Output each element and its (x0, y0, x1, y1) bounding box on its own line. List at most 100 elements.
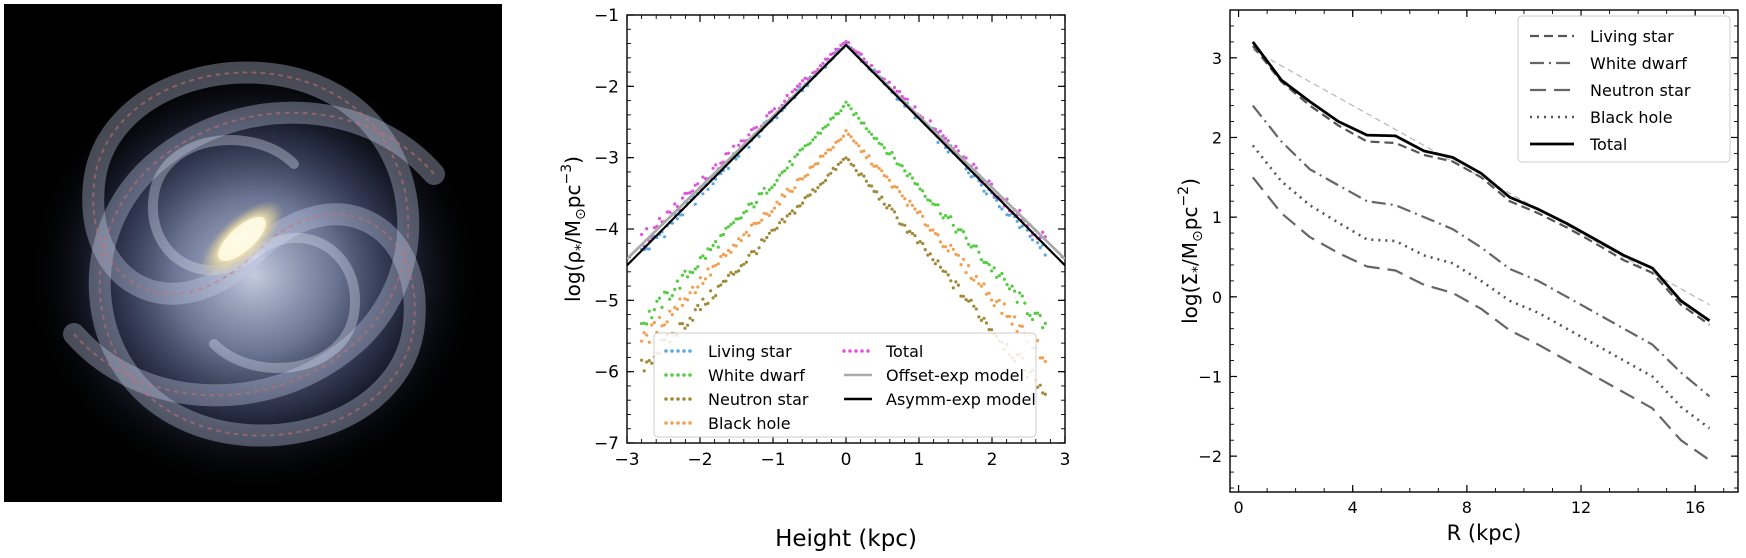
data-point (757, 221, 761, 225)
data-point (795, 204, 800, 209)
legend-marker (670, 421, 674, 425)
x-axis-label: Height (kpc) (775, 526, 917, 552)
data-point (1043, 392, 1047, 396)
data-point (813, 189, 817, 193)
data-point (1010, 284, 1014, 288)
data-point (931, 202, 935, 206)
data-point (696, 182, 700, 186)
y-tick-label: −5 (594, 291, 619, 311)
data-point (870, 184, 874, 188)
data-point (647, 247, 651, 251)
legend-label: Neutron star (708, 390, 809, 409)
data-point (801, 147, 805, 151)
data-point (795, 152, 800, 157)
data-point (857, 116, 861, 120)
data-point (895, 89, 899, 93)
data-point (790, 163, 794, 167)
data-point (990, 298, 994, 302)
data-point (765, 114, 769, 118)
legend-label: Black hole (1590, 108, 1673, 127)
data-point (767, 188, 771, 192)
data-point (711, 182, 715, 186)
data-point (711, 265, 715, 269)
legend-marker (866, 349, 870, 353)
data-point (742, 233, 746, 237)
data-point (841, 157, 845, 161)
galaxy-illustration (4, 4, 502, 502)
data-point (974, 307, 978, 311)
data-point (918, 210, 922, 214)
data-point (921, 189, 925, 193)
data-point (737, 217, 741, 221)
data-point (762, 239, 766, 243)
data-point (793, 186, 797, 190)
data-point (686, 298, 690, 302)
series-layer (627, 40, 1065, 396)
data-point (938, 129, 943, 133)
data-point (854, 141, 858, 145)
data-point (793, 211, 797, 215)
data-point (663, 290, 667, 294)
data-point (742, 211, 746, 215)
data-point (818, 131, 823, 135)
data-point (852, 139, 856, 143)
data-point (660, 324, 664, 328)
data-point (859, 150, 863, 154)
data-point (829, 171, 833, 175)
data-point (647, 340, 651, 344)
data-point (765, 235, 769, 240)
data-point (898, 90, 902, 94)
data-point (972, 278, 976, 282)
data-point (663, 323, 667, 327)
data-point (900, 194, 904, 198)
legend-box (653, 332, 1037, 438)
data-point (987, 328, 991, 332)
y-axis-label: log(ρ*/M⊙pc−3) (560, 156, 589, 302)
data-point (691, 285, 695, 289)
data-point (721, 279, 725, 283)
data-point (844, 100, 848, 104)
data-point (882, 202, 886, 206)
data-point (946, 150, 950, 154)
data-point (765, 191, 769, 195)
data-point (701, 281, 705, 285)
data-point (915, 211, 920, 215)
data-point (995, 300, 999, 304)
data-point (645, 322, 649, 326)
data-point (795, 178, 800, 182)
data-point (964, 236, 968, 240)
data-point (1013, 289, 1017, 293)
data-point (680, 303, 685, 307)
data-point (1036, 311, 1040, 315)
data-point (698, 308, 702, 312)
data-point (864, 127, 868, 131)
data-point (839, 109, 843, 113)
data-point (696, 265, 700, 269)
y-tick-label: −1 (1198, 367, 1222, 386)
data-point (967, 264, 971, 268)
data-point (808, 165, 812, 170)
data-point (657, 296, 662, 300)
data-point (898, 222, 902, 226)
data-point (706, 247, 710, 251)
data-point (903, 197, 907, 201)
data-point (811, 71, 815, 75)
data-point (813, 162, 817, 166)
data-point (678, 322, 682, 326)
data-point (867, 154, 871, 158)
data-point (747, 253, 751, 257)
data-point (752, 126, 756, 130)
data-point (887, 178, 891, 182)
data-point (862, 149, 866, 153)
vertical-density-chart: −3 −2 −1 0 1 2 3 −7 −6 −5 −4 −3 −2 −1 Living star White… (559, 0, 1120, 554)
data-point (961, 230, 966, 234)
data-point (675, 279, 679, 283)
data-point (747, 233, 751, 238)
data-point (941, 216, 945, 220)
data-point (749, 128, 754, 132)
data-point (892, 85, 897, 90)
x-tick-label: 2 (987, 450, 998, 470)
data-point (711, 166, 715, 170)
data-point (734, 217, 738, 221)
data-point (706, 267, 710, 271)
